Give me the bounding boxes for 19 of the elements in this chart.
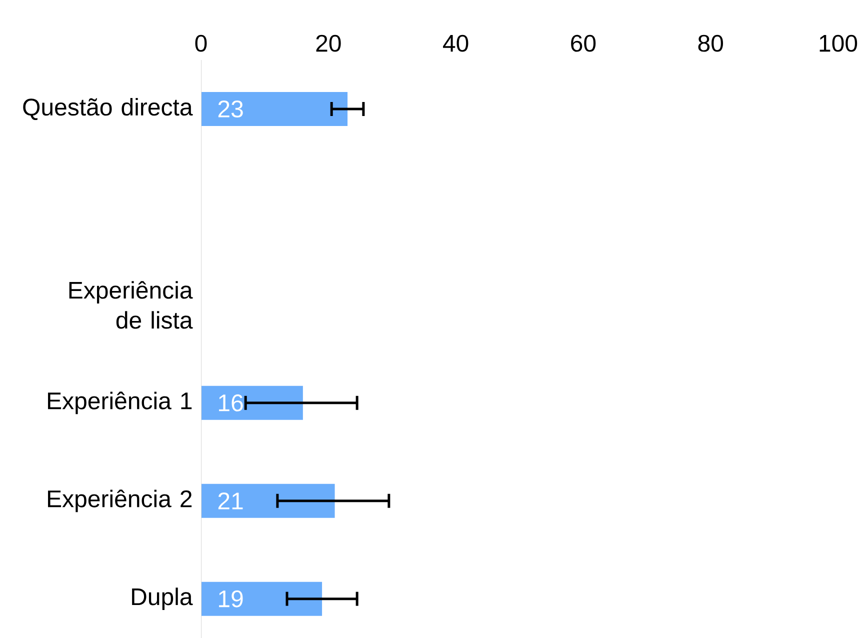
x-tick-label: 100 [820, 34, 858, 52]
y-tick-label: Experiência 1 [48, 392, 192, 414]
data-label: 19 [219, 590, 243, 608]
data-label: 23 [218, 100, 243, 118]
x-tick-label: 0 [195, 34, 207, 52]
bar [201, 386, 303, 420]
y-tick-label: Questão directa [23, 98, 193, 120]
data-label: 21 [218, 492, 243, 510]
x-tick-label: 20 [316, 34, 341, 52]
x-tick-label: 80 [698, 34, 724, 52]
y-tick-label: Experiência 2 [48, 490, 192, 512]
bar [201, 92, 348, 126]
data-label: 16 [219, 394, 243, 412]
bar [201, 582, 322, 616]
bar [201, 484, 335, 518]
x-tick-label: 40 [443, 34, 468, 52]
y-tick-label: Dupla [132, 588, 193, 610]
y-tick-label: Experiência de lista [69, 281, 193, 329]
x-tick-label: 60 [571, 34, 596, 52]
